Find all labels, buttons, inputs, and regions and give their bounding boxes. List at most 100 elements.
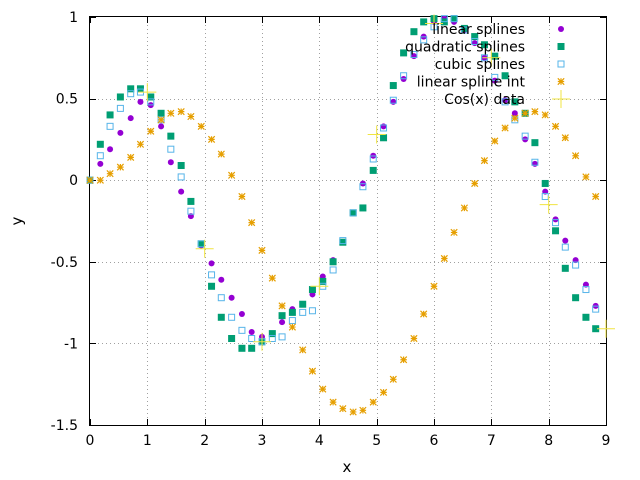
data-point xyxy=(228,335,236,343)
data-point xyxy=(278,302,286,310)
data-point xyxy=(197,240,205,248)
data-point xyxy=(349,408,357,416)
data-point xyxy=(268,274,276,282)
data-point xyxy=(147,98,155,106)
data-point xyxy=(561,264,569,272)
data-point xyxy=(116,163,125,171)
data-point xyxy=(561,243,569,251)
data-point xyxy=(552,227,560,235)
legend-marker xyxy=(552,90,570,108)
data-point xyxy=(147,93,155,101)
data-point xyxy=(253,332,271,351)
series-layer xyxy=(86,14,615,416)
data-point xyxy=(127,115,134,122)
data-point xyxy=(167,145,175,153)
data-point xyxy=(592,305,600,313)
data-point xyxy=(127,90,135,98)
legend-item: quadratic splines xyxy=(405,40,565,56)
legend-label: cubic splines xyxy=(435,57,525,73)
data-point xyxy=(460,26,468,34)
data-point xyxy=(501,124,509,132)
data-point xyxy=(157,116,165,124)
data-point xyxy=(299,346,307,354)
data-point xyxy=(400,72,408,80)
data-point xyxy=(582,286,590,294)
data-point xyxy=(597,319,615,338)
data-point xyxy=(380,134,388,142)
data-point xyxy=(258,246,266,255)
data-point xyxy=(582,173,590,181)
data-point xyxy=(562,237,569,244)
data-point xyxy=(208,282,216,290)
data-point xyxy=(106,122,114,130)
data-point xyxy=(592,192,600,201)
data-point xyxy=(390,98,397,105)
data-point xyxy=(208,260,215,267)
data-point xyxy=(561,134,569,142)
data-point xyxy=(299,308,307,316)
y-tick-label: 1 xyxy=(69,10,78,26)
data-point xyxy=(329,266,337,274)
data-point xyxy=(482,48,501,67)
data-point xyxy=(582,313,590,321)
data-point xyxy=(460,24,468,32)
data-point xyxy=(117,129,124,136)
data-point xyxy=(369,166,377,174)
data-point xyxy=(288,317,296,325)
series-4 xyxy=(86,108,600,416)
data-point xyxy=(480,41,488,49)
data-point xyxy=(268,335,276,343)
data-point xyxy=(279,319,286,326)
data-point xyxy=(308,286,316,294)
data-point xyxy=(450,15,458,23)
data-point xyxy=(217,313,225,321)
data-point xyxy=(511,110,518,117)
x-tick-label: 5 xyxy=(372,433,381,449)
data-point xyxy=(410,51,418,59)
data-point xyxy=(541,111,549,119)
x-tick-label: 0 xyxy=(86,433,95,449)
data-point xyxy=(491,52,499,60)
data-point xyxy=(116,93,124,101)
data-point xyxy=(531,108,539,116)
data-point xyxy=(308,367,317,375)
data-point xyxy=(299,300,307,308)
legend-marker xyxy=(557,77,565,86)
data-point xyxy=(187,207,195,215)
data-point xyxy=(329,398,337,406)
data-point xyxy=(238,326,246,334)
data-point xyxy=(228,313,236,321)
data-point xyxy=(420,36,428,44)
data-point xyxy=(369,398,377,406)
data-point xyxy=(127,153,135,161)
data-point xyxy=(96,152,104,160)
data-point xyxy=(136,140,145,148)
series-2 xyxy=(86,15,600,352)
data-point xyxy=(248,335,256,343)
data-point xyxy=(238,311,245,318)
legend-label: linear splines xyxy=(432,22,525,38)
data-point xyxy=(107,146,114,153)
y-tick-label: 0.5 xyxy=(56,92,78,108)
legend-label: Cos(x) data xyxy=(444,92,525,108)
data-point xyxy=(425,14,443,33)
data-point xyxy=(369,155,377,163)
data-point xyxy=(319,277,327,285)
data-point xyxy=(400,49,408,57)
data-point xyxy=(430,282,438,290)
data-point xyxy=(552,219,560,227)
data-point xyxy=(308,307,316,315)
data-point xyxy=(531,160,538,167)
data-point xyxy=(157,109,165,117)
data-point xyxy=(329,258,337,266)
legend-item: Cos(x) data xyxy=(444,90,570,108)
legend-marker xyxy=(557,43,565,50)
data-point xyxy=(367,125,386,144)
x-axis-label: x xyxy=(343,458,352,476)
data-point xyxy=(511,114,519,122)
data-point xyxy=(96,176,104,184)
data-point xyxy=(389,96,397,104)
data-point xyxy=(208,271,216,279)
y-tick-label: 0 xyxy=(69,173,78,189)
